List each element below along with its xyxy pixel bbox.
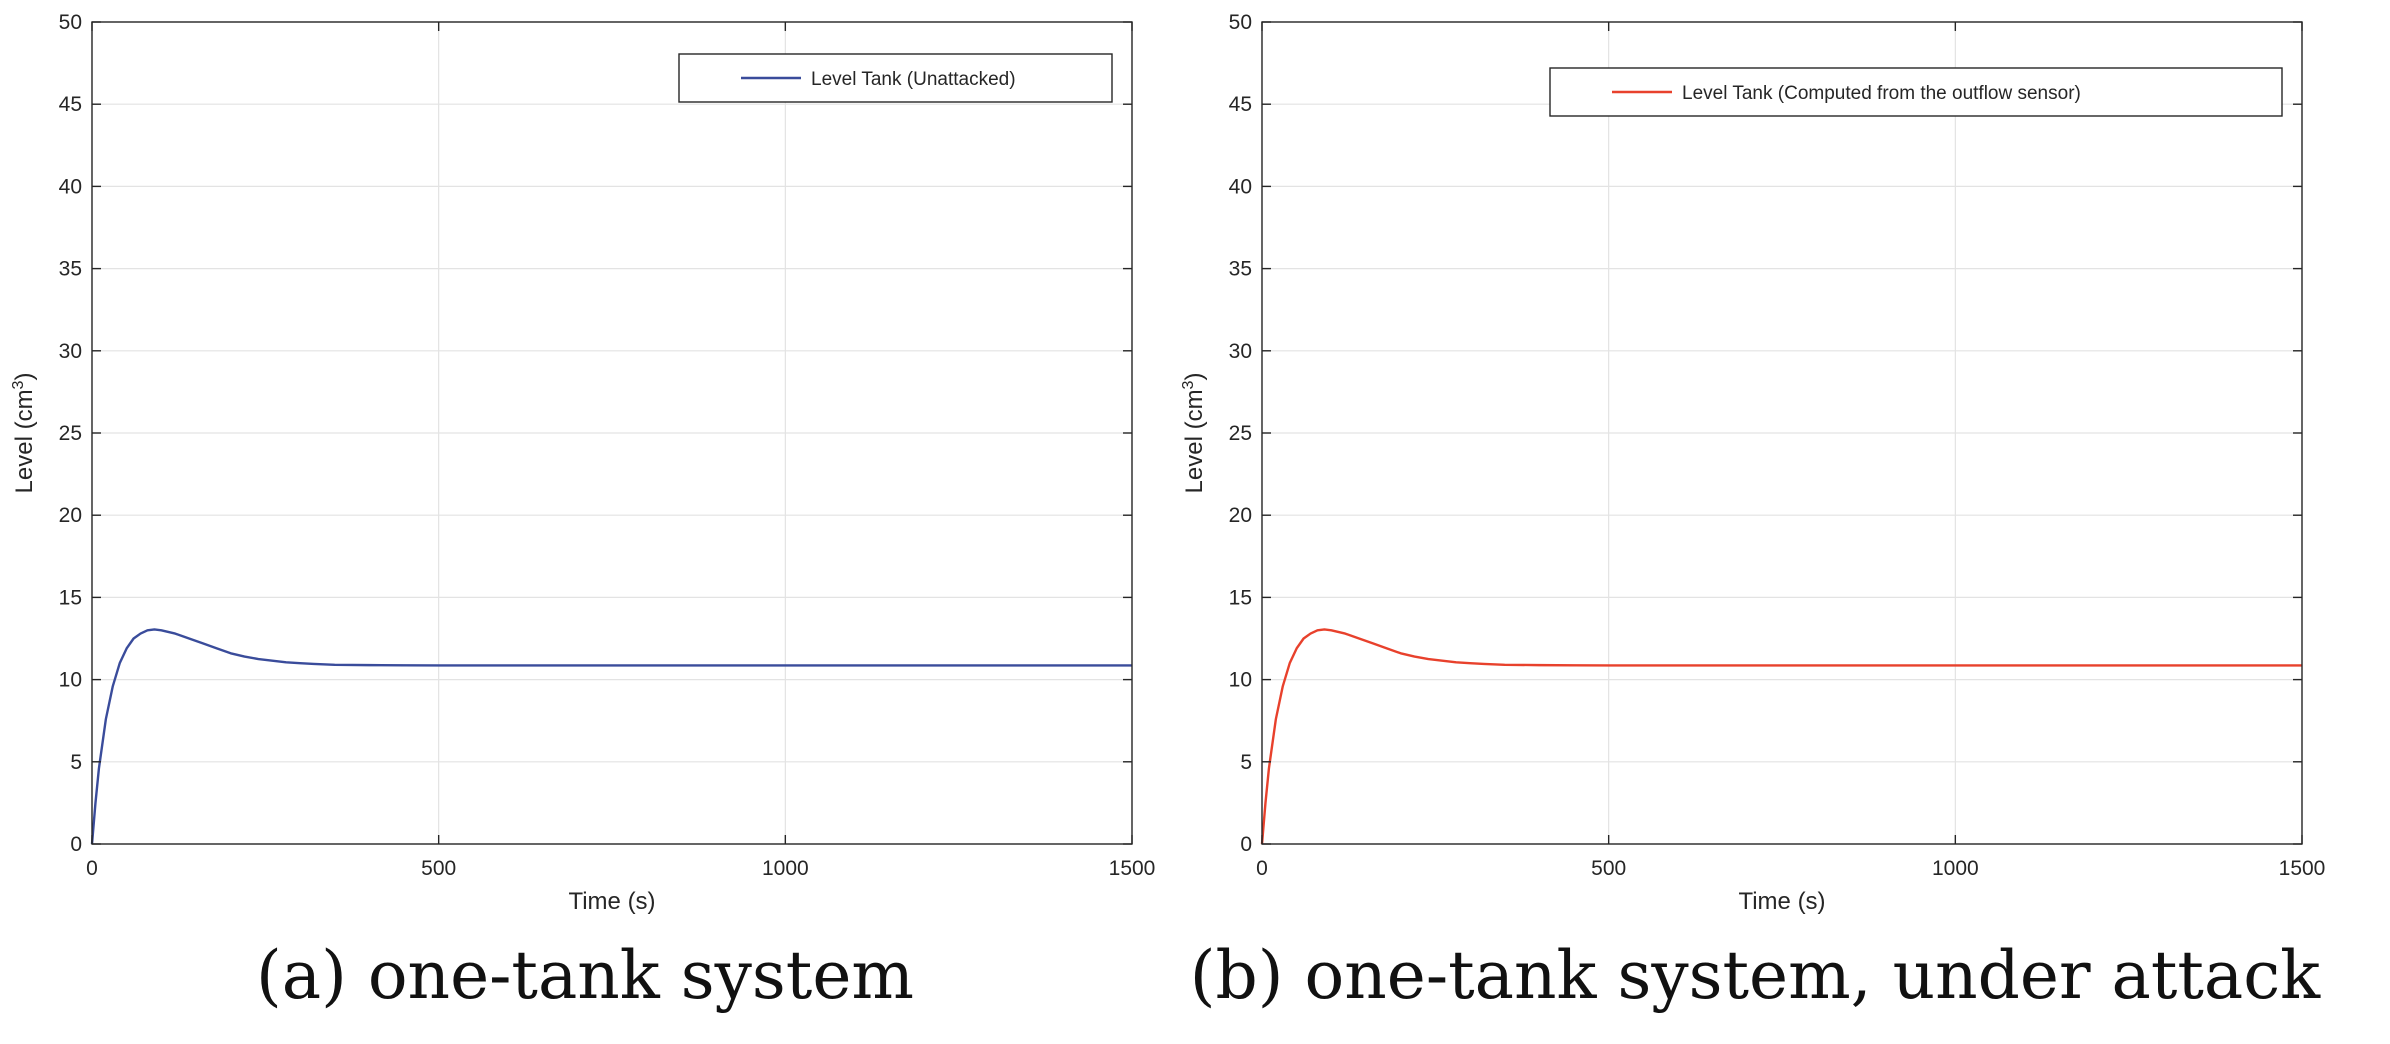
y-tick-label: 5	[1240, 751, 1252, 774]
y-tick-label: 30	[1229, 340, 1252, 363]
panel-caption: (a) one-tank system	[256, 937, 914, 1014]
x-axis-label: Time (s)	[1738, 888, 1825, 915]
y-axis-label: Level (cm3)	[1180, 373, 1208, 494]
y-tick-label: 25	[59, 422, 82, 445]
x-tick-label: 1000	[1932, 857, 1979, 880]
y-tick-label: 25	[1229, 422, 1252, 445]
x-tick-label: 0	[1256, 857, 1268, 880]
y-tick-label: 30	[59, 340, 82, 363]
y-tick-label: 15	[1229, 586, 1252, 609]
y-tick-label: 0	[70, 833, 82, 856]
series-line	[1260, 628, 2302, 845]
legend: Level Tank (Computed from the outflow se…	[1549, 67, 2283, 117]
y-tick-label: 35	[1229, 258, 1252, 281]
legend-entry: Level Tank (Unattacked)	[811, 69, 1016, 90]
legend-entry: Level Tank (Computed from the outflow se…	[1682, 83, 2081, 104]
x-tick-label: 1500	[2279, 857, 2326, 880]
y-tick-label: 45	[1229, 93, 1252, 116]
y-axis-label-close: )	[1181, 373, 1208, 381]
y-axis-label-superscript: 3	[1180, 380, 1197, 389]
y-tick-label: 5	[70, 751, 82, 774]
y-tick-label: 50	[1229, 11, 1252, 34]
y-axis-label: Level (cm3)	[10, 373, 38, 494]
y-tick-label: 20	[59, 504, 82, 527]
y-tick-label: 40	[59, 175, 82, 198]
y-tick-label: 20	[1229, 504, 1252, 527]
x-tick-label: 1000	[762, 857, 809, 880]
y-tick-label: 50	[59, 11, 82, 34]
y-axis-label-main: Level (cm	[1181, 389, 1208, 493]
x-tick-label: 1500	[1109, 857, 1156, 880]
x-tick-label: 500	[1591, 857, 1626, 880]
y-axis-label-main: Level (cm	[11, 389, 38, 493]
y-tick-label: 45	[59, 93, 82, 116]
x-tick-label: 0	[86, 857, 98, 880]
y-tick-label: 10	[59, 669, 82, 692]
y-axis-label-superscript: 3	[10, 380, 27, 389]
panel-caption: (b) one-tank system, under attack	[1190, 937, 2321, 1014]
y-axis-label-close: )	[11, 373, 38, 381]
y-tick-label: 40	[1229, 175, 1252, 198]
y-tick-label: 15	[59, 586, 82, 609]
y-tick-label: 0	[1240, 833, 1252, 856]
y-tick-label: 35	[59, 258, 82, 281]
legend: Level Tank (Unattacked)	[678, 53, 1113, 103]
y-tick-label: 10	[1229, 669, 1252, 692]
x-axis-label: Time (s)	[568, 888, 655, 915]
series-line	[90, 628, 1132, 845]
x-tick-label: 500	[421, 857, 456, 880]
